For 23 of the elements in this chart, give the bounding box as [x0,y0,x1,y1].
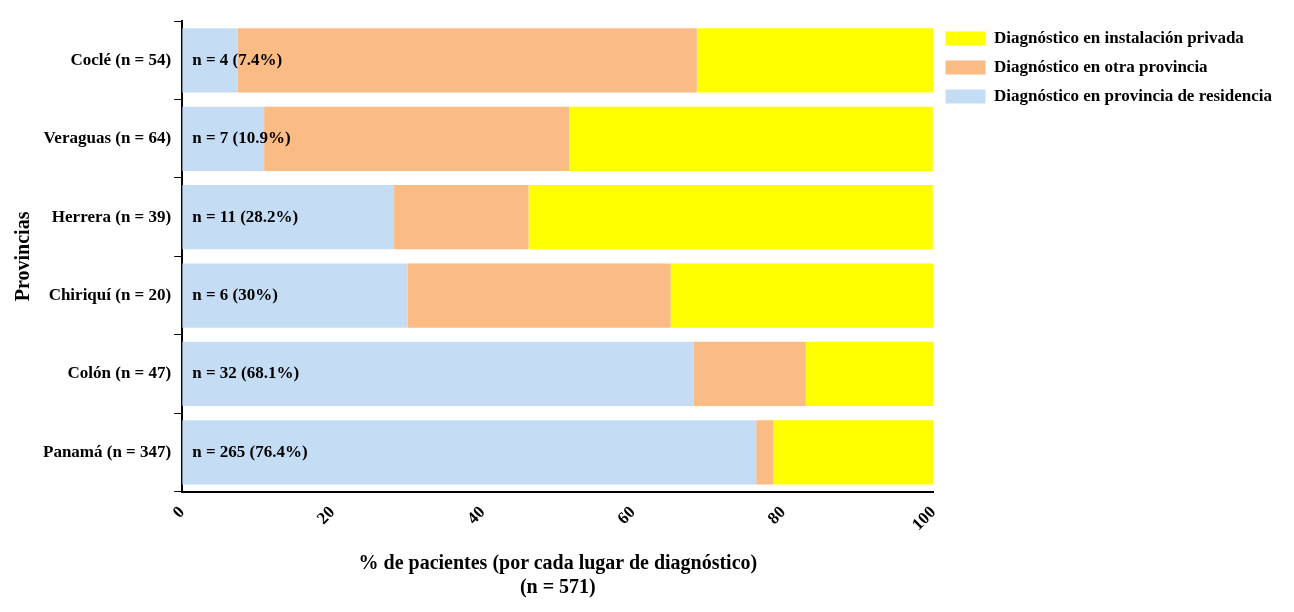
y-tick-label: Chiriquí (n = 20) [48,284,172,304]
y-tick-label: Coclé (n = 54) [70,49,172,69]
data-label: n = 4 (7.4%) [192,49,283,69]
legend-label: Diagnóstico en instalación privada [994,27,1245,47]
legend-label: Diagnóstico en provincia de residencia [994,85,1273,105]
x-tick-label: 100 [907,502,940,534]
data-label: n = 11 (28.2%) [192,206,299,226]
data-label: n = 6 (30%) [192,284,278,304]
y-tick-label: Panamá (n = 347) [43,441,172,461]
data-label: n = 7 (10.9%) [192,128,291,148]
y-tick-label: Herrera (n = 39) [51,206,172,226]
x-tick-label: 60 [613,502,639,528]
x-tick-label: 20 [312,502,339,528]
legend-label: Diagnóstico en otra provincia [994,56,1209,76]
x-axis-title: % de pacientes (por cada lugar de diagnóstico) (n = 571) [358,551,758,599]
y-tick-label: Colón (n = 47) [67,363,172,383]
data-label: n = 265 (76.4%) [192,441,308,461]
y-axis-title: Provincias [11,211,34,302]
data-label: n = 32 (68.1%) [192,363,300,383]
y-tick-label: Veraguas (n = 64) [43,128,172,148]
x-tick-label: 40 [463,502,489,528]
x-tick-label: 80 [763,502,790,528]
x-tick-label: 0 [168,502,189,522]
